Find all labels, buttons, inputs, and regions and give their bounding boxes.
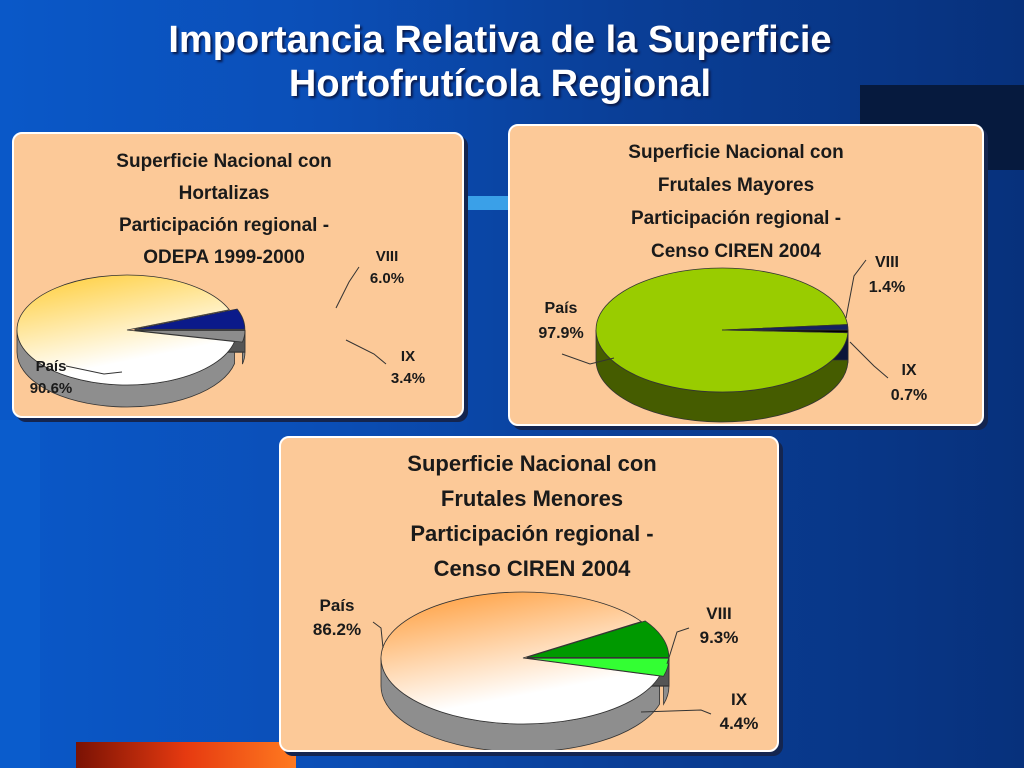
data-label-viii: VIII 9.3% [685,602,753,650]
value-label: 9.3% [699,628,739,647]
value-label: 86.2% [312,620,362,639]
leader-line-VIII [666,627,690,665]
pie-chart-frutales-mayores [561,259,889,423]
category-label: VIII [874,254,899,271]
category-label: IX [400,348,416,365]
value-label: 1.4% [868,279,906,296]
chart-title-line: Participación regional - [410,521,654,546]
pie-slice-País [380,591,661,725]
chart-title-hortalizas: Superficie Nacional con Hortalizas Parti… [54,146,394,274]
decor-light-stripe [460,196,520,210]
leader-line-País [372,621,384,649]
chart-title-line: ODEPA 1999-2000 [143,247,305,268]
chart-panel-hortalizas: Superficie Nacional con Hortalizas Parti… [12,132,464,418]
value-label: 90.6% [29,380,73,397]
category-label: VIII [706,604,732,623]
data-label-pais: País 86.2% [301,594,373,642]
pie-slice-VIII [134,308,246,330]
leader-line-IX [849,341,889,379]
data-label-ix: IX 3.4% [380,346,436,390]
slide-title: Importancia Relativa de la Superficie Ho… [0,18,1000,106]
category-label: IX [730,690,748,709]
chart-panel-frutales-mayores: Superficie Nacional con Frutales Mayores… [508,124,984,426]
data-label-ix: IX 0.7% [878,358,940,408]
chart-panel-frutales-menores: Superficie Nacional con Frutales Menores… [279,436,779,752]
chart-title-line: Hortalizas [178,183,270,204]
leader-line-IX [640,709,712,715]
slide-title-line2: Hortofrutícola Regional [288,63,712,105]
leader-line-País [561,353,615,365]
data-label-viii: VIII 1.4% [856,250,918,300]
chart-title-line: Superficie Nacional con [116,151,332,172]
pie-slice-VIII [721,324,849,331]
chart-title-frutales-menores: Superficie Nacional con Frutales Menores… [337,446,727,586]
value-label: 6.0% [369,270,405,287]
data-label-viii: VIII 6.0% [359,246,415,290]
leader-line-IX [345,339,387,365]
decor-left-band [0,420,40,768]
category-label: País [35,358,67,375]
data-label-ix: IX 4.4% [705,688,773,736]
category-label: IX [901,362,917,379]
data-label-pais: País 97.9% [526,296,596,346]
pie-chart-frutales-menores [372,591,712,750]
chart-title-line: Participación regional - [118,215,330,236]
decor-red-bar [76,742,296,768]
chart-title-line: Participación regional - [630,208,842,229]
value-label: 4.4% [719,714,759,733]
category-label: VIII [375,248,399,265]
chart-title-frutales-mayores: Superficie Nacional con Frutales Mayores… [566,136,906,268]
chart-title-line: Frutales Mayores [657,175,815,196]
leader-line-País [65,365,123,375]
data-label-pais: País 90.6% [18,356,84,400]
pie-slice-IX [134,330,246,343]
pie-slice-País [16,274,236,386]
value-label: 3.4% [390,370,426,387]
pie-chart-hortalizas [16,266,387,408]
chart-title-line: Superficie Nacional con [628,142,844,163]
value-label: 97.9% [538,325,584,342]
category-label: País [544,300,578,317]
leader-line-VIII [845,259,867,319]
category-label: País [319,596,355,615]
slide-title-line1: Importancia Relativa de la Superficie [168,19,832,61]
value-label: 0.7% [890,387,928,404]
leader-line-VIII [335,266,360,309]
chart-title-line: Frutales Menores [440,486,624,511]
chart-title-line: Censo CIREN 2004 [433,556,631,581]
chart-title-line: Censo CIREN 2004 [650,241,821,262]
pie-slice-País [595,267,849,393]
chart-title-line: Superficie Nacional con [407,451,657,476]
